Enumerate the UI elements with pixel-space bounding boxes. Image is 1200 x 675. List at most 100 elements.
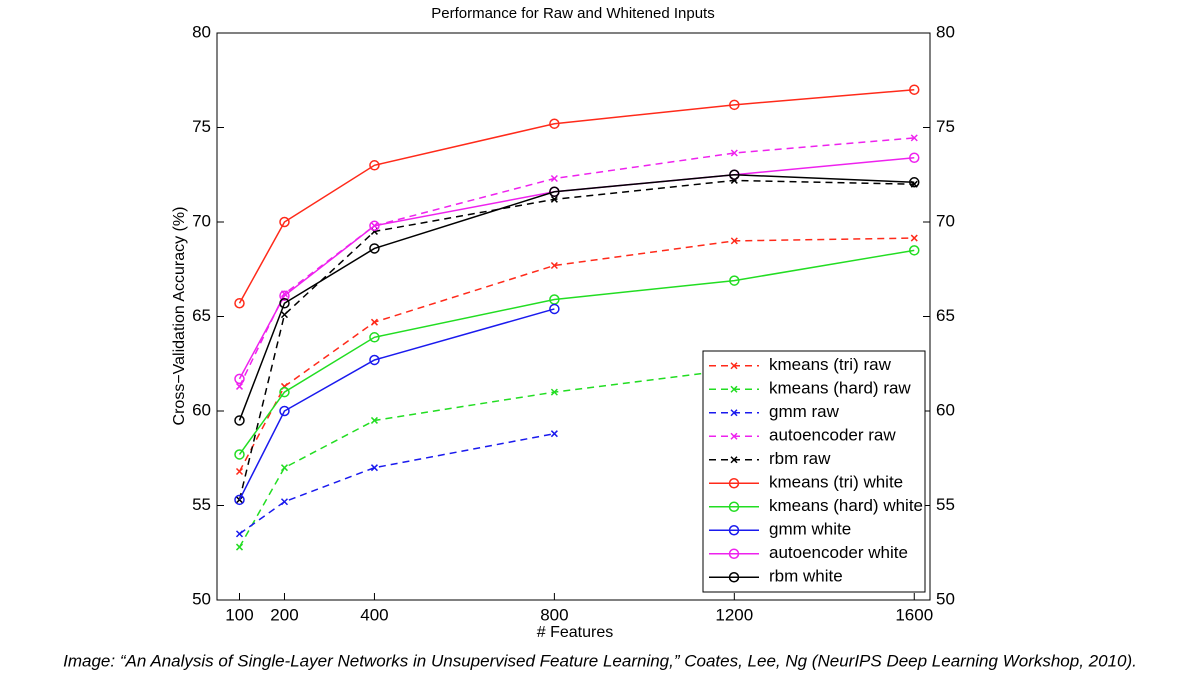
marker: [909, 245, 920, 256]
legend-label: rbm raw: [769, 449, 831, 468]
marker: [280, 498, 289, 506]
legend-label: autoencoder white: [769, 543, 908, 562]
marker: [910, 134, 918, 142]
series-line: [238, 249, 915, 455]
marker: [279, 386, 290, 398]
marker: [234, 494, 245, 506]
marker: [550, 174, 558, 183]
caption: Image: “An Analysis of Single-Layer Netw…: [63, 651, 1137, 670]
marker: [550, 195, 558, 203]
marker: [728, 501, 740, 512]
marker: [730, 409, 738, 417]
marker: [234, 449, 245, 460]
legend-label: kmeans (tri) raw: [769, 355, 892, 374]
y2-tick-label: 80: [936, 22, 955, 41]
marker: [549, 118, 560, 129]
marker: [550, 430, 558, 438]
marker: [728, 478, 740, 489]
series-line: [238, 357, 915, 548]
x-tick-label: 200: [270, 605, 298, 624]
marker: [235, 543, 244, 551]
y-tick-label: 65: [192, 306, 211, 325]
marker: [280, 464, 289, 472]
marker: [234, 298, 245, 309]
marker: [730, 362, 738, 370]
chart-title: Performance for Raw and Whitened Inputs: [431, 5, 714, 22]
y-tick-label: 75: [192, 117, 211, 136]
series-line: [238, 179, 915, 501]
marker: [369, 220, 380, 232]
marker: [235, 467, 244, 476]
legend-label: rbm white: [769, 567, 843, 586]
legend-box: [702, 350, 926, 593]
marker: [370, 318, 378, 326]
marker: [234, 415, 245, 426]
marker: [369, 160, 380, 171]
marker: [728, 572, 740, 583]
marker: [279, 298, 290, 309]
marker: [729, 99, 740, 111]
marker: [279, 290, 290, 301]
y-tick-label: 70: [192, 211, 211, 230]
marker: [909, 177, 920, 188]
x-tick-label: 100: [225, 605, 253, 624]
y2-tick-label: 70: [936, 211, 955, 230]
marker: [550, 388, 558, 396]
y-tick-label: 80: [192, 22, 211, 41]
y2-tick-label: 75: [936, 117, 955, 136]
y2-tick-label: 65: [936, 306, 955, 325]
marker: [235, 496, 244, 504]
y2-tick-label: 50: [936, 589, 955, 608]
marker: [909, 84, 920, 95]
legend-label: kmeans (hard) white: [769, 496, 923, 515]
y2-tick-label: 60: [936, 400, 955, 419]
series-line: [238, 88, 915, 304]
y2-tick-label: 55: [936, 495, 955, 514]
marker: [279, 405, 290, 417]
marker: [370, 464, 378, 472]
y-axis-label: Cross−Validation Accuracy (%): [171, 207, 188, 426]
x-tick-label: 800: [540, 605, 568, 624]
marker: [369, 243, 380, 254]
x-tick-label: 400: [360, 605, 388, 624]
marker: [235, 530, 244, 538]
y-tick-label: 60: [192, 400, 211, 419]
marker: [549, 186, 560, 198]
marker: [909, 152, 920, 163]
marker: [370, 416, 378, 424]
marker: [279, 216, 290, 228]
marker: [730, 432, 738, 440]
legend-label: autoencoder raw: [769, 426, 896, 445]
series-line: [238, 308, 555, 501]
marker: [549, 303, 560, 315]
x-axis-label: # Features: [537, 624, 613, 641]
x-tick-label: 1600: [895, 605, 933, 624]
marker: [728, 525, 740, 536]
series-line: [238, 156, 915, 380]
marker: [729, 275, 740, 286]
marker: [910, 234, 918, 242]
legend-label: gmm white: [769, 520, 851, 539]
legend-label: gmm raw: [769, 402, 840, 421]
y-tick-label: 50: [192, 589, 211, 608]
marker: [728, 548, 740, 559]
marker: [369, 354, 380, 366]
marker: [235, 382, 244, 390]
series-line: [239, 432, 555, 535]
marker: [730, 237, 738, 245]
legend-label: kmeans (tri) white: [769, 473, 903, 492]
marker: [280, 311, 289, 319]
marker: [234, 373, 245, 385]
legend-label: kmeans (hard) raw: [769, 379, 911, 398]
marker: [550, 261, 558, 270]
series-line: [238, 173, 915, 421]
marker: [730, 149, 738, 157]
marker: [730, 385, 738, 393]
marker: [369, 332, 380, 343]
series-line: [238, 237, 915, 472]
marker: [729, 169, 740, 180]
x-tick-label: 1200: [715, 605, 753, 624]
marker: [730, 456, 738, 464]
y-tick-label: 55: [192, 495, 211, 514]
